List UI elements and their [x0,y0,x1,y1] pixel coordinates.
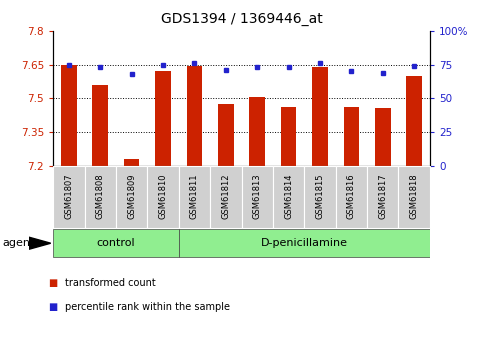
Bar [312,67,328,166]
Text: ■: ■ [48,302,57,312]
Bar [249,97,265,166]
Bar [218,104,234,166]
Bar [147,166,179,228]
Text: transformed count: transformed count [65,278,156,288]
Text: GSM61812: GSM61812 [221,174,230,219]
Bar [273,166,304,228]
Bar [53,166,85,228]
Text: GSM61807: GSM61807 [64,174,73,219]
Text: GDS1394 / 1369446_at: GDS1394 / 1369446_at [161,12,322,26]
Text: GSM61818: GSM61818 [410,174,419,219]
Bar [186,66,202,166]
Bar [304,166,336,228]
Text: GSM61811: GSM61811 [190,174,199,219]
Bar [343,107,359,166]
Bar [85,166,116,228]
Text: GSM61810: GSM61810 [158,174,168,219]
Text: GSM61809: GSM61809 [127,174,136,219]
Text: GSM61817: GSM61817 [378,174,387,219]
Bar [406,76,422,166]
Bar [398,166,430,228]
Bar [116,166,147,228]
Bar [242,166,273,228]
Text: control: control [97,238,135,248]
Polygon shape [29,237,51,249]
Bar [53,229,179,257]
Text: GSM61816: GSM61816 [347,174,356,219]
Bar [367,166,398,228]
Bar [210,166,242,228]
Bar [155,71,171,166]
Bar [61,65,77,166]
Bar [336,166,367,228]
Bar [124,159,140,166]
Text: agent: agent [2,238,35,248]
Bar [179,166,210,228]
Text: GSM61808: GSM61808 [96,174,105,219]
Text: GSM61814: GSM61814 [284,174,293,219]
Bar [375,108,391,166]
Text: percentile rank within the sample: percentile rank within the sample [65,302,230,312]
Bar [92,85,108,166]
Bar [179,229,430,257]
Text: GSM61813: GSM61813 [253,174,262,219]
Text: ■: ■ [48,278,57,288]
Text: GSM61815: GSM61815 [315,174,325,219]
Bar [281,107,297,166]
Text: D-penicillamine: D-penicillamine [261,238,348,248]
